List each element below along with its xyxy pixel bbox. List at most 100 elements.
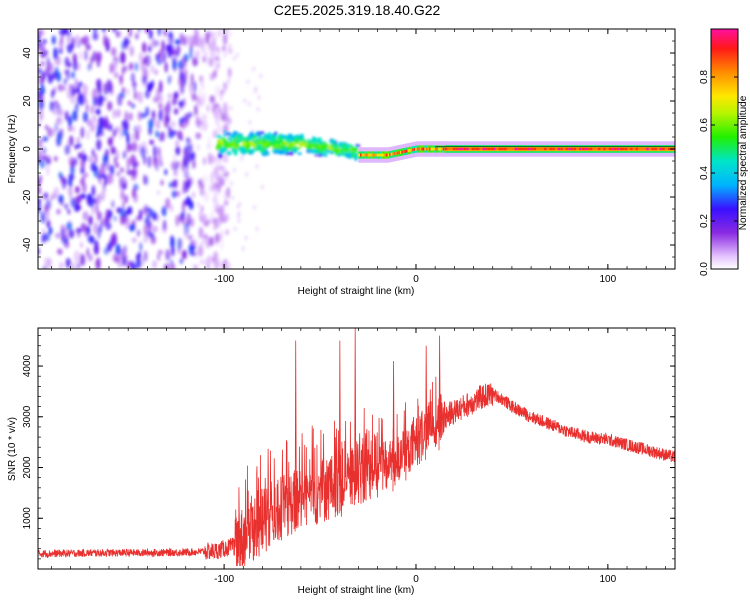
heatmap-cell — [278, 139, 284, 143]
heatmap-cell — [173, 92, 179, 99]
heatmap-cell — [474, 147, 477, 151]
heatmap-cell — [194, 104, 198, 116]
heatmap-cell — [196, 95, 200, 105]
heatmap-cell — [226, 151, 232, 156]
heatmap-cell — [87, 199, 92, 206]
heatmap-cell — [287, 152, 291, 155]
heatmap-cell — [174, 39, 181, 45]
heatmap-cell — [530, 147, 534, 151]
heatmap-cell — [251, 136, 258, 139]
heatmap-cell — [46, 158, 51, 165]
heatmap-cell — [167, 93, 172, 99]
heatmap-cell — [119, 75, 124, 86]
heatmap-cell — [648, 147, 652, 151]
heatmap-cell — [225, 132, 232, 136]
heatmap-cell — [517, 147, 520, 151]
heatmap-cell — [369, 153, 372, 157]
heatmap-cell — [113, 156, 118, 165]
heatmap-cell — [102, 153, 108, 167]
heatmap-cell — [124, 210, 128, 218]
heatmap-cell — [281, 142, 285, 146]
heatmap-cell — [216, 162, 219, 173]
y-tick-label: 0 — [22, 146, 33, 152]
heatmap-cell — [126, 169, 132, 176]
heatmap-cell — [224, 191, 228, 202]
heatmap-narrowing-band — [358, 141, 447, 163]
heatmap-cell — [204, 193, 210, 202]
heatmap-cell — [263, 133, 269, 137]
heatmap-cell — [119, 91, 126, 99]
heatmap-cell — [209, 73, 215, 81]
heatmap-cell — [140, 112, 147, 119]
heatmap-cell — [125, 148, 129, 154]
heatmap-cell — [498, 147, 502, 151]
heatmap-cell — [201, 113, 208, 122]
heatmap-cell — [289, 151, 294, 156]
heatmap-cell — [207, 255, 214, 263]
heatmap-cell — [153, 154, 157, 164]
heatmap-cell — [173, 170, 178, 177]
heatmap-cell — [83, 172, 89, 178]
heatmap-narrow-line — [435, 141, 675, 157]
heatmap-cell — [189, 47, 194, 59]
heatmap-cell — [544, 147, 547, 151]
heatmap-cell — [214, 188, 219, 200]
heatmap-cell — [375, 153, 378, 157]
heatmap-cell — [635, 147, 639, 151]
heatmap-cell — [98, 83, 102, 96]
heatmap-cell — [213, 223, 218, 231]
heatmap-cell — [89, 105, 95, 115]
heatmap-cell — [404, 150, 407, 153]
heatmap-cell — [210, 171, 214, 184]
colorbar-tick-label: 0.6 — [699, 118, 710, 132]
heatmap-cell — [159, 80, 163, 94]
heatmap-cell — [186, 179, 191, 189]
heatmap-cell — [42, 147, 46, 155]
heatmap-cell — [284, 142, 289, 146]
heatmap-cell — [490, 147, 493, 151]
heatmap-cell — [121, 40, 125, 51]
heatmap-cell — [156, 94, 160, 103]
heatmap-cell — [88, 215, 93, 226]
heatmap-cell — [256, 137, 263, 142]
heatmap-cell — [134, 90, 138, 98]
heatmap-cell — [146, 218, 150, 228]
heatmap-cell — [376, 153, 379, 157]
heatmap-cell — [272, 145, 278, 149]
heatmap-cell — [188, 111, 193, 118]
heatmap-cell — [150, 64, 155, 74]
heatmap-cell — [191, 151, 196, 161]
heatmap-cell — [384, 153, 387, 157]
heatmap-cell — [557, 147, 561, 151]
heatmap-cell — [421, 147, 424, 151]
heatmap-cell — [202, 56, 207, 63]
y-tick-label: 3000 — [22, 405, 33, 428]
heatmap-cell — [222, 134, 227, 137]
heatmap-cell — [83, 49, 88, 61]
heatmap-cell — [267, 144, 270, 148]
heatmap-cell — [200, 259, 204, 265]
heatmap-cell — [242, 246, 245, 251]
heatmap-cell — [95, 108, 101, 116]
heatmap-cell — [73, 250, 80, 264]
y-tick-label: 40 — [22, 47, 33, 59]
heatmap-cell — [76, 262, 80, 269]
heatmap-cell — [248, 120, 252, 125]
heatmap-cell — [218, 107, 222, 114]
heatmap-cell — [562, 147, 566, 151]
heatmap-cell — [234, 226, 237, 232]
heatmap-cell — [119, 30, 122, 39]
heatmap-cell — [60, 198, 64, 207]
heatmap-cell — [239, 138, 246, 143]
heatmap-cell — [208, 236, 215, 247]
heatmap-cell — [573, 147, 577, 151]
heatmap-cell — [165, 197, 171, 209]
heatmap-cell — [146, 82, 152, 92]
heatmap-cell — [330, 139, 336, 145]
heatmap-cell — [354, 147, 359, 152]
heatmap-cell — [107, 101, 113, 111]
heatmap-cell — [292, 142, 297, 147]
heatmap-cell — [127, 100, 132, 106]
heatmap-cell — [91, 148, 95, 158]
heatmap-cell — [170, 235, 174, 241]
